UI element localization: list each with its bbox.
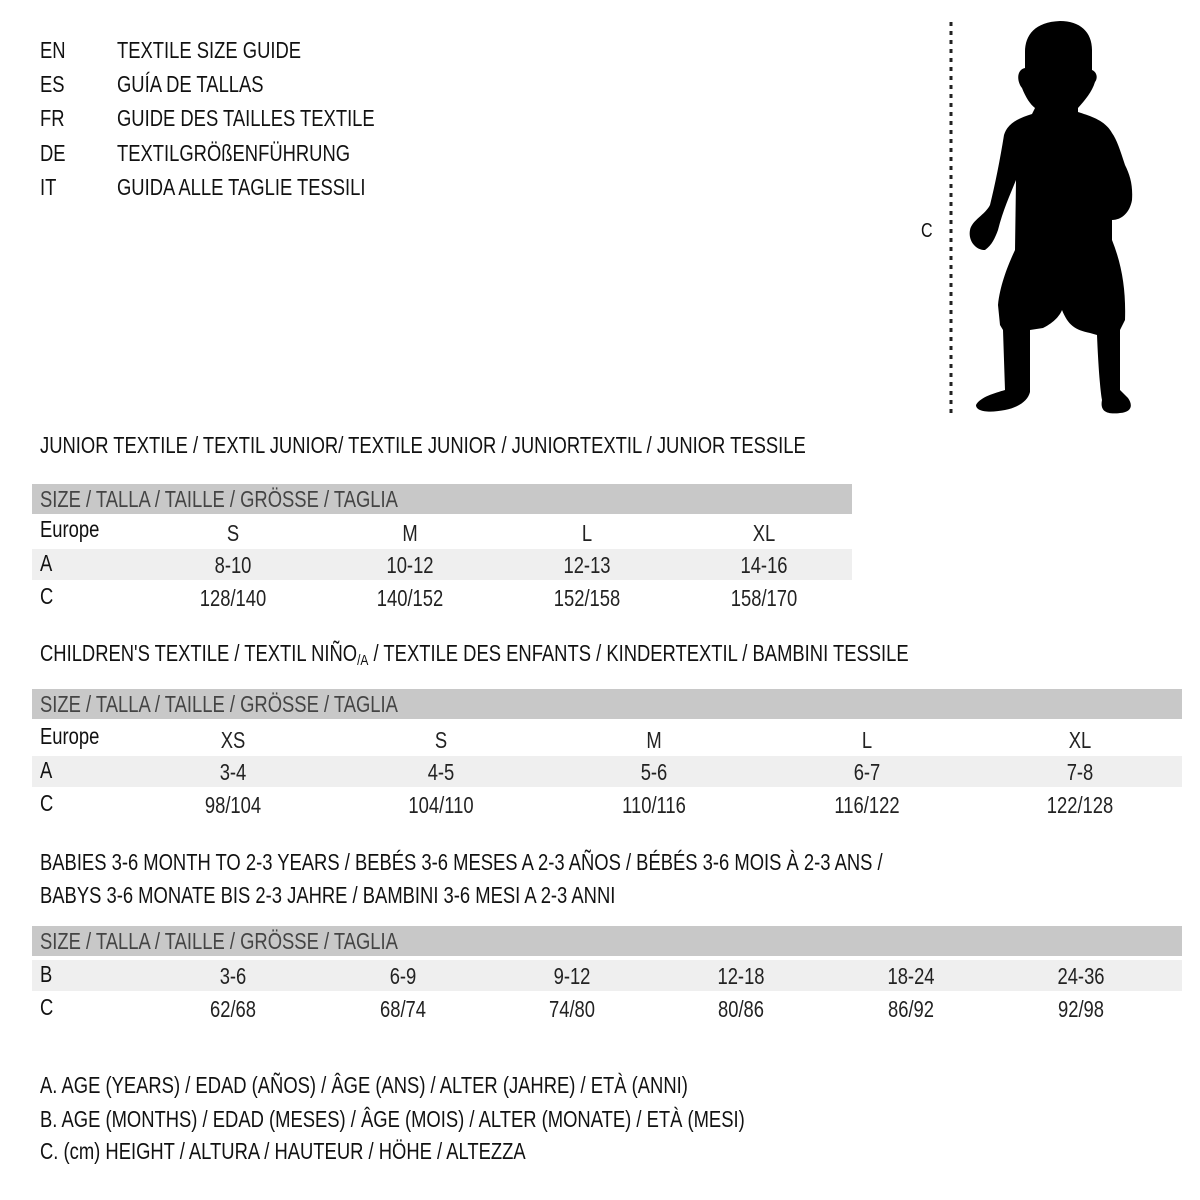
table-cell: 5-6 (640, 759, 668, 785)
shaded-row (32, 549, 852, 580)
row-label: B (40, 961, 53, 987)
legend-item: A. AGE (YEARS) / EDAD (AÑOS) / ÂGE (ANS)… (40, 1072, 688, 1098)
table-header-bar (32, 926, 1182, 956)
heading-part: / TEXTILE DES ENFANTS / KINDERTEXTIL / B… (368, 640, 909, 666)
table-cell: 3-6 (219, 963, 247, 989)
table-cell: L (581, 520, 593, 546)
row-label: A (40, 757, 53, 783)
language-code: FR (40, 105, 65, 131)
row-label: C (40, 790, 54, 816)
table-header-bar (32, 689, 1182, 719)
guide-title: GUIDE DES TAILLES TEXTILE (117, 105, 375, 131)
table-cell: 9-12 (553, 963, 591, 989)
language-code: IT (40, 174, 57, 200)
table-cell: 12-18 (717, 963, 765, 989)
table-cell: 62/68 (209, 996, 257, 1022)
table-cell: 122/128 (1046, 792, 1114, 818)
table-cell: M (402, 520, 418, 546)
table-header: SIZE / TALLA / TAILLE / GRÖSSE / TAGLIA (40, 691, 398, 717)
table-cell: 8-10 (214, 552, 252, 578)
section-heading: BABYS 3-6 MONATE BIS 2-3 JAHRE / BAMBINI… (40, 882, 616, 908)
language-code: EN (40, 37, 66, 63)
child-silhouette-icon (949, 21, 1133, 414)
table-cell: 24-36 (1057, 963, 1105, 989)
table-cell: 18-24 (887, 963, 935, 989)
shaded-row (32, 960, 1182, 991)
table-cell: 6-7 (853, 759, 881, 785)
table-cell: 68/74 (379, 996, 427, 1022)
table-cell: S (434, 727, 448, 753)
table-cell: 10-12 (386, 552, 434, 578)
shaded-row (32, 756, 1182, 787)
table-cell: 7-8 (1066, 759, 1094, 785)
table-cell: 98/104 (204, 792, 262, 818)
table-cell: 158/170 (730, 585, 798, 611)
table-cell: XL (1068, 727, 1092, 753)
table-cell: M (646, 727, 662, 753)
table-cell: 6-9 (389, 963, 417, 989)
table-cell: 140/152 (376, 585, 444, 611)
table-cell: L (861, 727, 873, 753)
table-cell: 86/92 (887, 996, 935, 1022)
guide-title: GUÍA DE TALLAS (117, 71, 264, 97)
language-code: DE (40, 140, 66, 166)
table-cell: 92/98 (1057, 996, 1105, 1022)
table-cell: 80/86 (717, 996, 765, 1022)
guide-title: TEXTILE SIZE GUIDE (117, 37, 302, 63)
table-cell: XS (220, 727, 246, 753)
table-cell: 12-13 (563, 552, 611, 578)
table-cell: 104/110 (408, 792, 474, 818)
table-cell: 14-16 (740, 552, 788, 578)
table-header: SIZE / TALLA / TAILLE / GRÖSSE / TAGLIA (40, 486, 398, 512)
language-code: ES (40, 71, 65, 97)
guide-title: TEXTILGRÖßENFÜHRUNG (117, 140, 351, 166)
child-silhouette (969, 21, 1133, 414)
row-label: C (40, 583, 54, 609)
table-header-bar (32, 484, 852, 514)
table-cell: 128/140 (199, 585, 267, 611)
legend-item: B. AGE (MONTHS) / EDAD (MESES) / ÂGE (MO… (40, 1106, 745, 1132)
legend-item: C. (cm) HEIGHT / ALTURA / HAUTEUR / HÖHE… (40, 1138, 526, 1164)
section-heading: BABIES 3-6 MONTH TO 2-3 YEARS / BEBÉS 3-… (40, 849, 883, 875)
table-header: SIZE / TALLA / TAILLE / GRÖSSE / TAGLIA (40, 928, 398, 954)
section-heading: JUNIOR TEXTILE / TEXTIL JUNIOR/ TEXTILE … (40, 432, 806, 458)
table-cell: 152/158 (553, 585, 621, 611)
row-label: Europe (40, 723, 100, 749)
height-label: C (921, 220, 933, 242)
guide-title: GUIDA ALLE TAGLIE TESSILI (117, 174, 366, 200)
table-cell: S (226, 520, 240, 546)
table-cell: XL (752, 520, 776, 546)
heading-subscript: /A (357, 652, 369, 669)
table-cell: 116/122 (834, 792, 900, 818)
heading-part: CHILDREN'S TEXTILE / TEXTIL NIÑO (40, 640, 358, 666)
table-cell: 4-5 (427, 759, 455, 785)
table-cell: 74/80 (548, 996, 596, 1022)
table-cell: 110/116 (622, 792, 686, 818)
table-cell: 3-4 (219, 759, 247, 785)
section-heading: CHILDREN'S TEXTILE / TEXTIL NIÑO/A / TEX… (40, 640, 909, 674)
row-label: A (40, 550, 53, 576)
row-label: C (40, 994, 54, 1020)
row-label: Europe (40, 516, 100, 542)
